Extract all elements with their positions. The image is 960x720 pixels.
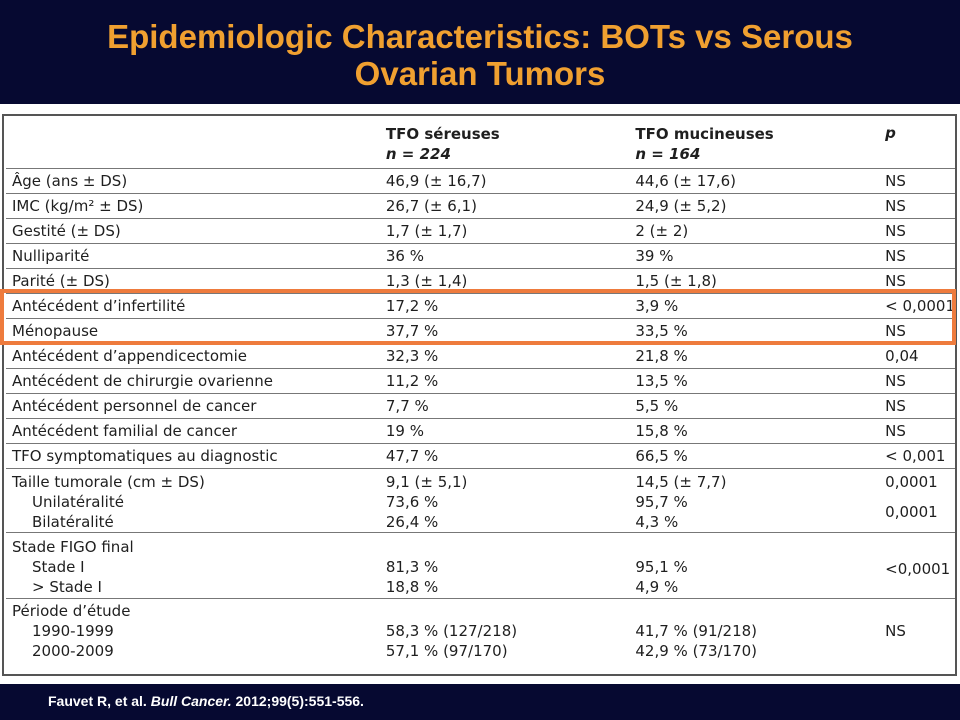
row-mucineuses: 14,5 (± 7,7) 95,7 % 4,3 % [629, 467, 880, 532]
characteristics-table: TFO séreuses n = 224 TFO mucineuses n = … [6, 116, 955, 662]
row-sereuses: 58,3 % (127/218) 57,1 % (97/170) [379, 597, 630, 662]
row-label: Gestité (± DS) [6, 217, 380, 243]
row-sereuses: 32,3 % [379, 342, 630, 368]
row-label: IMC (kg/m² ± DS) [6, 192, 380, 218]
row-mucineuses: 5,5 % [629, 392, 880, 418]
slide-title: Epidemiologic Characteristics: BOTs vs S… [0, 18, 960, 92]
row-sereuses: 7,7 % [379, 392, 630, 418]
row-p: <0,0001 [879, 531, 955, 598]
table-row: IMC (kg/m² ± DS) 26,7 (± 6,1) 24,9 (± 5,… [6, 192, 955, 218]
row-p: NS [879, 417, 955, 443]
row-sereuses: 46,9 (± 16,7) [379, 167, 630, 193]
row-sereuses: 17,2 % [379, 292, 630, 318]
row-label: Antécédent familial de cancer [6, 417, 380, 443]
table-frame [2, 114, 957, 676]
row-mucineuses: 2 (± 2) [629, 217, 880, 243]
row-sereuses: 47,7 % [379, 442, 630, 468]
row-label: Âge (ans ± DS) [6, 167, 380, 193]
row-mucineuses: 41,7 % (91/218) 42,9 % (73/170) [629, 597, 880, 662]
row-label: Ménopause [6, 317, 380, 343]
header-p: p [885, 124, 896, 142]
table-header-row: TFO séreuses n = 224 TFO mucineuses n = … [6, 116, 955, 168]
row-p: < 0,0001 [879, 292, 955, 318]
row-p: 0,0001 0,0001 [879, 467, 955, 532]
slide-title-line-1: Epidemiologic Characteristics: BOTs vs S… [107, 18, 853, 55]
row-label: Période d’étude 1990-1999 2000-2009 [6, 597, 380, 662]
row-sereuses: 9,1 (± 5,1) 73,6 % 26,4 % [379, 467, 630, 532]
table-row: Gestité (± DS) 1,7 (± 1,7) 2 (± 2) NS [6, 217, 955, 243]
row-p: NS [879, 167, 955, 193]
table-row: Antécédent d’appendicectomie 32,3 % 21,8… [6, 342, 955, 368]
row-p: NS [879, 217, 955, 243]
row-mucineuses: 15,8 % [629, 417, 880, 443]
row-p: NS [879, 367, 955, 393]
table-row-infertilite: Antécédent d’infertilité 17,2 % 3,9 % < … [6, 292, 955, 318]
table-row-figo: Stade FIGO final Stade I > Stade I 81,3 … [6, 531, 955, 598]
row-label: Parité (± DS) [6, 267, 380, 293]
table-row: TFO symptomatiques au diagnostic 47,7 % … [6, 442, 955, 468]
row-label: Stade FIGO final Stade I > Stade I [6, 531, 380, 598]
row-p: < 0,001 [879, 442, 955, 468]
row-mucineuses: 44,6 (± 17,6) [629, 167, 880, 193]
row-mucineuses: 95,1 % 4,9 % [629, 531, 880, 598]
table-row-periode: Période d’étude 1990-1999 2000-2009 58,3… [6, 597, 955, 662]
citation: Fauvet R, et al. Bull Cancer. 2012;99(5)… [48, 693, 364, 709]
row-mucineuses: 3,9 % [629, 292, 880, 318]
row-sereuses: 36 % [379, 242, 630, 268]
row-mucineuses: 13,5 % [629, 367, 880, 393]
table-row: Nulliparité 36 % 39 % NS [6, 242, 955, 268]
table-row-taille: Taille tumorale (cm ± DS) Unilatéralité … [6, 467, 955, 532]
table-row: Antécédent de chirurgie ovarienne 11,2 %… [6, 367, 955, 393]
row-label: Taille tumorale (cm ± DS) Unilatéralité … [6, 467, 380, 532]
table-row: Âge (ans ± DS) 46,9 (± 16,7) 44,6 (± 17,… [6, 167, 955, 193]
table-row: Antécédent familial de cancer 19 % 15,8 … [6, 417, 955, 443]
row-p: NS [879, 242, 955, 268]
row-p: NS [879, 392, 955, 418]
row-label: TFO symptomatiques au diagnostic [6, 442, 380, 468]
row-sereuses: 1,3 (± 1,4) [379, 267, 630, 293]
row-sereuses: 37,7 % [379, 317, 630, 343]
title-banner: Epidemiologic Characteristics: BOTs vs S… [0, 0, 960, 104]
slide-title-line-2: Ovarian Tumors [354, 55, 606, 92]
row-p: NS [879, 597, 955, 662]
row-sereuses: 26,7 (± 6,1) [379, 192, 630, 218]
table-row: Ménopause 37,7 % 33,5 % NS [6, 317, 955, 343]
row-mucineuses: 33,5 % [629, 317, 880, 343]
row-label: Antécédent d’infertilité [6, 292, 380, 318]
citation-authors: Fauvet R, et al. [48, 693, 147, 709]
row-mucineuses: 21,8 % [629, 342, 880, 368]
row-mucineuses: 66,5 % [629, 442, 880, 468]
table-row: Antécédent personnel de cancer 7,7 % 5,5… [6, 392, 955, 418]
row-label: Antécédent personnel de cancer [6, 392, 380, 418]
row-p: NS [879, 192, 955, 218]
row-sereuses: 81,3 % 18,8 % [379, 531, 630, 598]
row-p: NS [879, 267, 955, 293]
row-sereuses: 11,2 % [379, 367, 630, 393]
footer-bar: Fauvet R, et al. Bull Cancer. 2012;99(5)… [0, 684, 960, 720]
row-label: Nulliparité [6, 242, 380, 268]
row-sereuses: 19 % [379, 417, 630, 443]
row-p: NS [879, 317, 955, 343]
header-sereuses: TFO séreuses n = 224 [385, 125, 500, 163]
row-p: 0,04 [879, 342, 955, 368]
citation-reference: 2012;99(5):551-556. [235, 693, 364, 709]
citation-journal: Bull Cancer. [150, 693, 232, 709]
row-mucineuses: 39 % [629, 242, 880, 268]
header-mucineuses: TFO mucineuses n = 164 [635, 125, 774, 163]
table-row: Parité (± DS) 1,3 (± 1,4) 1,5 (± 1,8) NS [6, 267, 955, 293]
header-empty-cell [6, 116, 380, 168]
row-label: Antécédent d’appendicectomie [6, 342, 380, 368]
row-label: Antécédent de chirurgie ovarienne [6, 367, 380, 393]
row-mucineuses: 1,5 (± 1,8) [629, 267, 880, 293]
row-mucineuses: 24,9 (± 5,2) [629, 192, 880, 218]
row-sereuses: 1,7 (± 1,7) [379, 217, 630, 243]
